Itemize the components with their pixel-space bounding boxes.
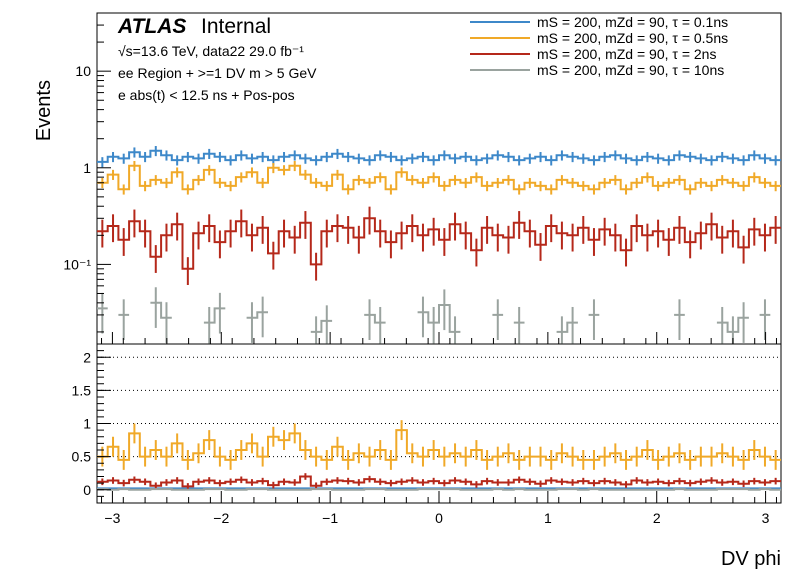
- info-line-cut: e abs(t) < 12.5 ns + Pos-pos: [118, 87, 295, 103]
- legend-label-2: mS = 200, mZd = 90, τ = 2ns: [537, 46, 716, 62]
- ratio-line-1: [97, 429, 781, 461]
- top-y-tick-label-2: 10: [75, 63, 91, 79]
- x-tick-label-4: 1: [544, 510, 552, 526]
- x-tick-label-1: −2: [213, 510, 229, 526]
- ratio-y-tick-label-2: 1: [83, 416, 91, 432]
- series-line-1: [97, 164, 781, 191]
- x-tick-label-3: 0: [435, 510, 443, 526]
- legend: mS = 200, mZd = 90, τ = 0.1ns mS = 200, …: [470, 14, 728, 78]
- ratio-panel-frame: [96, 343, 782, 504]
- x-tick-label-0: −3: [104, 510, 120, 526]
- atlas-label: ATLAS: [117, 15, 186, 38]
- info-line-energy: √s=13.6 TeV, data22 29.0 fb⁻¹: [118, 43, 304, 59]
- legend-label-3: mS = 200, mZd = 90, τ = 10ns: [537, 62, 724, 78]
- y-axis-title: Events: [33, 80, 55, 141]
- axes: −3 −2 −1 0 1 2 3 10⁻¹ 1 10 0 0.5 1 1.5 2: [63, 24, 777, 526]
- ratio-y-tick-label-3: 1.5: [72, 382, 92, 398]
- ratio-panel-series: [97, 356, 781, 491]
- top-panel-series: [97, 146, 781, 344]
- series-line-2: [97, 217, 781, 270]
- top-y-tick-label-0: 10⁻¹: [63, 256, 91, 272]
- series-line-0: [97, 149, 781, 163]
- ratio-y-tick-label-4: 2: [83, 349, 91, 365]
- x-tick-label-2: −1: [322, 510, 338, 526]
- atlas-status: Internal: [201, 15, 271, 38]
- x-axis-title: DV phi: [721, 548, 781, 570]
- legend-label-0: mS = 200, mZd = 90, τ = 0.1ns: [537, 14, 728, 30]
- ratio-line-3: [97, 488, 781, 491]
- x-tick-label-6: 3: [762, 510, 770, 526]
- series-line-3: [97, 301, 771, 333]
- legend-label-1: mS = 200, mZd = 90, τ = 0.5ns: [537, 30, 728, 46]
- ratio-line-2: [97, 475, 781, 488]
- x-tick-label-5: 2: [653, 510, 661, 526]
- ratio-y-tick-label-0: 0: [83, 482, 91, 498]
- top-y-tick-label-1: 1: [83, 160, 91, 176]
- ratio-y-tick-label-1: 0.5: [72, 449, 92, 465]
- info-line-region: ee Region + >=1 DV m > 5 GeV: [118, 65, 317, 81]
